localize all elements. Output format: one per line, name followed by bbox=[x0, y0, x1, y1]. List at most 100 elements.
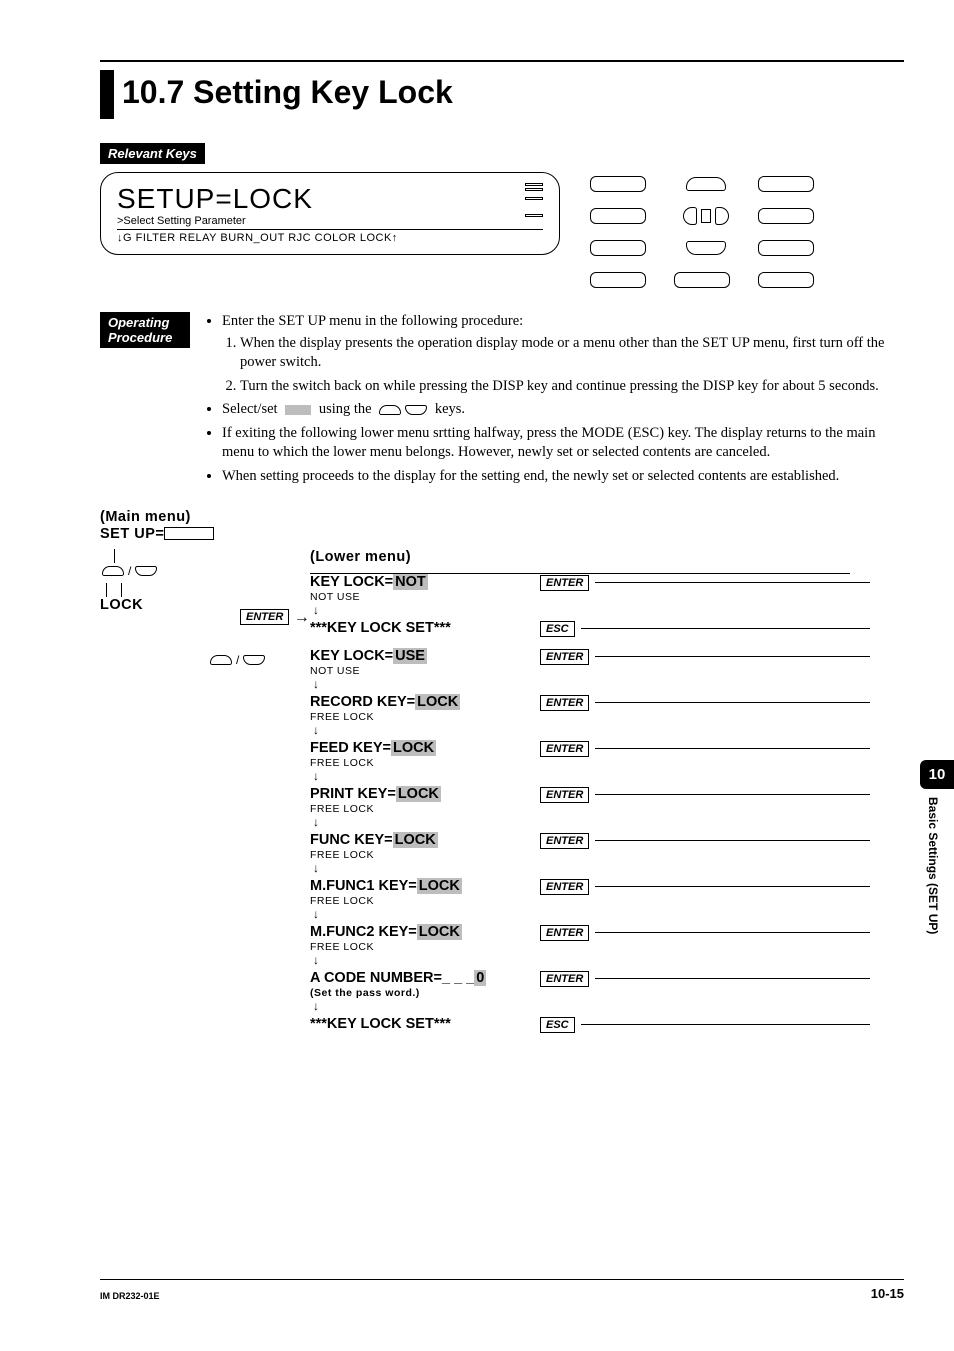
operating-procedure-label: Operating Procedure bbox=[100, 312, 190, 348]
cursor-icon bbox=[285, 405, 311, 415]
flow-step-menu: KEY LOCK=USENOT USE ↓ bbox=[310, 648, 540, 689]
arrow-down-icon: ↓ bbox=[313, 817, 540, 827]
flow-step-rule bbox=[595, 702, 870, 703]
flow-step-menu: A CODE NUMBER=_ _ _0(Set the pass word.)… bbox=[310, 970, 540, 1011]
keycap bbox=[758, 240, 814, 256]
menu-line-pre: M.FUNC2 KEY= bbox=[310, 924, 417, 940]
flow-step-keyline: ENTER bbox=[540, 878, 870, 896]
setup-row: SET UP= bbox=[100, 525, 904, 543]
menu-line: KEY LOCK=NOT bbox=[310, 574, 540, 590]
arrow-down-icon: ↓ bbox=[313, 955, 540, 965]
proc-bullet: Select/set using the keys. bbox=[222, 400, 904, 420]
arrow-down-icon: ↓ bbox=[313, 863, 540, 873]
menu-line-highlight: LOCK bbox=[415, 694, 460, 710]
menu-line-pre: ***KEY LOCK SET*** bbox=[310, 1016, 451, 1032]
updown-keys-icon: / bbox=[102, 564, 157, 578]
flow-step-key-col: ESC bbox=[540, 1016, 870, 1044]
flow-step: KEY LOCK=USENOT USE ↓ ENTER bbox=[310, 648, 870, 694]
keycap bbox=[758, 208, 814, 224]
keypad bbox=[590, 172, 822, 292]
flow-step: M.FUNC2 KEY=LOCKFREE LOCK↓ENTER bbox=[310, 924, 870, 970]
menu-line-pre: PRINT KEY= bbox=[310, 786, 396, 802]
menu-sub: FREE LOCK bbox=[310, 849, 540, 861]
keycap bbox=[590, 240, 646, 256]
keycap bbox=[590, 208, 646, 224]
menu-line-pre: KEY LOCK= bbox=[310, 574, 393, 590]
flow-step-rule bbox=[595, 748, 870, 749]
keycap bbox=[758, 272, 814, 288]
menu-line-highlight: LOCK bbox=[393, 832, 438, 848]
menu-line: ***KEY LOCK SET*** bbox=[310, 620, 540, 636]
enter-key-label: ENTER bbox=[540, 787, 589, 803]
flow-step: ***KEY LOCK SET*** ESC bbox=[310, 1016, 870, 1044]
menu-line-pre: FEED KEY= bbox=[310, 740, 391, 756]
menu-line-highlight: LOCK bbox=[417, 878, 462, 894]
title-bar bbox=[100, 70, 114, 119]
enter-key-label: ENTER bbox=[540, 833, 589, 849]
flow-step-key-col: ENTER bbox=[540, 694, 870, 740]
flow-step-key-col: ENTER bbox=[540, 648, 870, 694]
menu-line-pre: KEY LOCK= bbox=[310, 648, 393, 664]
flow-step-rule bbox=[595, 840, 870, 841]
flow-step-rule bbox=[595, 794, 870, 795]
menu-line-highlight: 0 bbox=[474, 970, 486, 986]
flow-step-keyline: ENTER bbox=[540, 786, 870, 804]
setup-box bbox=[164, 527, 214, 540]
chapter-number: 10 bbox=[920, 760, 954, 789]
keycap bbox=[590, 176, 646, 192]
flow-step-keyline: ESC bbox=[540, 620, 870, 638]
flow-step-key-col: ENTER bbox=[540, 924, 870, 970]
flow-step-keyline: ENTER bbox=[540, 648, 870, 666]
flow-step: PRINT KEY=LOCKFREE LOCK↓ENTER bbox=[310, 786, 870, 832]
proc-step-1: When the display presents the operation … bbox=[240, 334, 904, 373]
menu-line: M.FUNC1 KEY=LOCK bbox=[310, 878, 540, 894]
menu-line-pre: M.FUNC1 KEY= bbox=[310, 878, 417, 894]
proc-bullet: When setting proceeds to the display for… bbox=[222, 467, 904, 487]
flow-step-key-col: ENTER bbox=[540, 878, 870, 924]
main-menu-label: (Main menu) bbox=[100, 509, 904, 525]
menu-sub: FREE LOCK bbox=[310, 757, 540, 769]
menu-line-highlight: USE bbox=[393, 648, 427, 664]
flow-step-rule bbox=[595, 582, 870, 583]
menu-line: RECORD KEY=LOCK bbox=[310, 694, 540, 710]
menu-line: M.FUNC2 KEY=LOCK bbox=[310, 924, 540, 940]
flow-step-menu: RECORD KEY=LOCKFREE LOCK↓ bbox=[310, 694, 540, 735]
keypad-lr bbox=[674, 204, 738, 228]
arrow-down-icon: ↓ bbox=[313, 605, 540, 615]
menu-line-highlight: NOT bbox=[393, 574, 428, 590]
arrow-down-icon: ↓ bbox=[313, 909, 540, 919]
flow-step-menu: M.FUNC2 KEY=LOCKFREE LOCK↓ bbox=[310, 924, 540, 965]
menu-sub: NOT USE bbox=[310, 665, 540, 677]
menu-line: FEED KEY=LOCK bbox=[310, 740, 540, 756]
proc-bullet: Enter the SET UP menu in the following p… bbox=[222, 312, 904, 396]
flow-step-rule bbox=[595, 656, 870, 657]
flow-step-key-col: ENTER bbox=[540, 740, 870, 786]
operating-procedure-body: Enter the SET UP menu in the following p… bbox=[204, 312, 904, 491]
flow-step-menu: KEY LOCK=NOTNOT USE↓ bbox=[310, 574, 540, 615]
enter-key-label: ENTER bbox=[540, 971, 589, 987]
enter-key-label: ENTER bbox=[540, 575, 589, 591]
flow-step-keyline: ENTER bbox=[540, 574, 870, 592]
flow-step-key-col: ENTER bbox=[540, 832, 870, 878]
arrow-down-icon: ↓ bbox=[313, 679, 540, 689]
keycap bbox=[590, 272, 646, 288]
arrow-down-icon: ↓ bbox=[313, 1001, 540, 1011]
menu-line-highlight: LOCK bbox=[396, 786, 441, 802]
chapter-title: Basic Settings (SET UP) bbox=[920, 797, 940, 997]
flow-step: RECORD KEY=LOCKFREE LOCK↓ENTER bbox=[310, 694, 870, 740]
keycap bbox=[674, 272, 730, 288]
lcd-line1: SETUP=LOCK bbox=[117, 183, 543, 215]
flow-step-key-col: ENTER bbox=[540, 574, 870, 620]
flow-step-keyline: ENTER bbox=[540, 924, 870, 942]
flow-lock-label: LOCK bbox=[100, 597, 240, 613]
flow-step: A CODE NUMBER=_ _ _0(Set the pass word.)… bbox=[310, 970, 870, 1016]
flow-steps-col: (Lower menu) KEY LOCK=NOTNOT USE↓ENTER**… bbox=[310, 549, 870, 1044]
flow-step-key-col: ENTER bbox=[540, 786, 870, 832]
flow-body: / LOCK ENTER → / (Lower menu) bbox=[100, 549, 904, 1044]
setup-label: SET UP= bbox=[100, 526, 164, 542]
flow-diagram: (Main menu) SET UP= / LOCK ENTER → bbox=[100, 509, 904, 1044]
enter-key-label: ENTER bbox=[540, 741, 589, 757]
flow-step-menu: ***KEY LOCK SET*** bbox=[310, 1016, 540, 1032]
lcd-line2: >Select Setting Parameter bbox=[117, 215, 543, 227]
lcd-divider bbox=[117, 229, 543, 230]
